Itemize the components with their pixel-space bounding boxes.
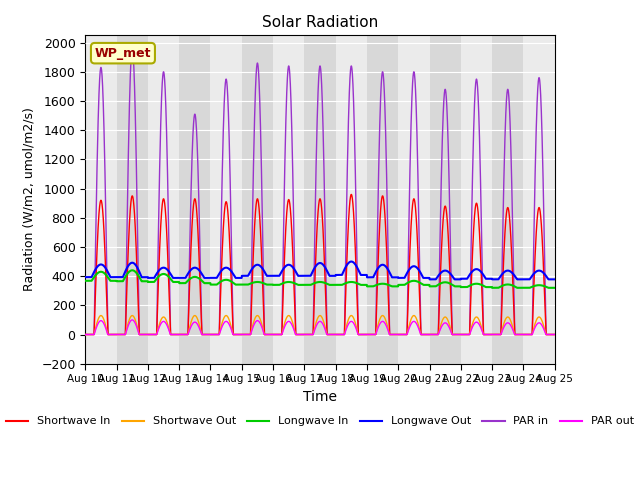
Legend: Shortwave In, Shortwave Out, Longwave In, Longwave Out, PAR in, PAR out: Shortwave In, Shortwave Out, Longwave In… (2, 412, 638, 431)
Text: WP_met: WP_met (95, 47, 151, 60)
Bar (492, 36, 524, 364)
Bar (85, 36, 116, 364)
Bar (335, 36, 367, 364)
Bar (179, 36, 211, 364)
Bar (211, 36, 242, 364)
Bar (273, 36, 305, 364)
Bar (398, 36, 429, 364)
Bar (461, 36, 492, 364)
Bar (367, 36, 398, 364)
X-axis label: Time: Time (303, 390, 337, 404)
Bar (524, 36, 555, 364)
Bar (116, 36, 148, 364)
Y-axis label: Radiation (W/m2, umol/m2/s): Radiation (W/m2, umol/m2/s) (22, 108, 36, 291)
Bar (242, 36, 273, 364)
Bar (305, 36, 335, 364)
Bar (148, 36, 179, 364)
Bar (429, 36, 461, 364)
Title: Solar Radiation: Solar Radiation (262, 15, 378, 30)
